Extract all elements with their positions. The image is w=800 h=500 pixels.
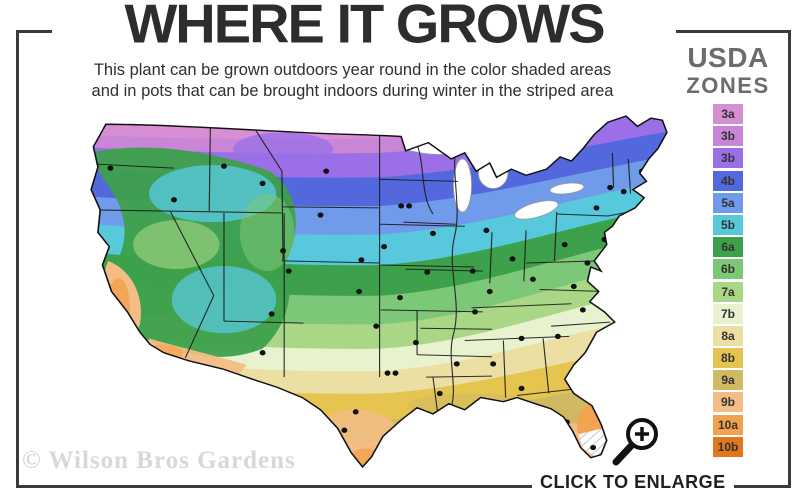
legend-swatch-label: 5b [720,217,735,232]
city-dot [107,165,114,171]
legend-swatch-3a-0: 3a [713,104,743,124]
city-dot [424,269,431,275]
legend-swatch-label: 6a [721,240,735,255]
legend-swatch-label: 3b [720,129,735,144]
city-dot [453,361,460,367]
subtitle-line-2: and in pots that can be brought indoors … [91,82,614,100]
usda-zone-map[interactable] [40,110,676,472]
city-dot [280,248,286,254]
city-dot [561,241,568,248]
legend-swatch-8a-10: 8a [713,325,743,346]
legend-swatch-8b-11: 8b [713,348,743,369]
legend-swatch-label: 8b [720,351,735,366]
city-dot [579,307,586,313]
city-dot [259,350,266,356]
legend-swatch-label: 5a [721,195,735,210]
legend-swatch-label: 9a [721,373,735,388]
city-dot [620,188,627,195]
zone-legend: 3a 3b 3b 4b 5a 5b 6a 6b 7a 7b 8a 8b 9a 9b 10a 10b [713,104,743,459]
click-to-enlarge-button[interactable]: CLICK TO ENLARGE [532,472,734,493]
city-dot [172,357,179,363]
city-dot [490,361,497,367]
city-dot [384,370,391,376]
city-dot [356,288,363,295]
city-dot [518,335,525,342]
city-dot [436,390,443,397]
city-dot [584,260,591,266]
city-dot [259,180,266,187]
city-dot [268,311,275,317]
watermark: © Wilson Bros Gardens [22,447,296,474]
city-dot [171,197,177,203]
city-dot [518,385,525,392]
legend-swatch-9b-13: 9b [713,392,743,413]
legend-swatch-label: 8a [721,328,735,343]
legend-swatch-6a-6: 6a [713,237,743,258]
city-dot [624,213,631,219]
city-dot [397,294,403,301]
city-dot [358,257,365,263]
legend-swatch-label: 7b [720,306,735,321]
legend-swatch-7b-9: 7b [713,303,743,324]
city-dot [593,205,600,211]
city-dot [341,427,348,433]
city-dot [486,288,493,295]
city-dot [285,268,292,274]
subtitle: This plant can be grown outdoors year ro… [45,60,660,102]
zoom-in-icon[interactable] [606,412,664,470]
legend-swatch-label: 3b [720,151,735,166]
us-map-svg [71,115,668,469]
city-dot [509,256,516,262]
city-dot [392,370,399,376]
city-dot [469,268,476,274]
legend-swatch-10a-14: 10a [713,414,743,435]
legend-swatch-5b-5: 5b [713,214,743,235]
city-dot [373,323,380,329]
legend-swatch-3b-2: 3b [713,148,743,169]
city-dot [412,339,419,346]
legend-title-zones: ZONES [686,73,770,98]
city-dot [191,368,198,374]
state-borders [94,127,640,412]
city-dot [570,283,577,290]
legend-swatch-label: 4b [720,173,735,188]
us-outline [90,115,668,469]
city-dot [398,203,405,209]
page-title: WHERE IT GROWS [52,0,676,54]
striped-area-south-florida [578,428,607,457]
city-dot [554,333,561,340]
legend-swatch-5a-4: 5a [713,192,743,213]
legend-swatch-9a-12: 9a [713,370,743,391]
legend-swatch-label: 10b [717,439,739,454]
legend-swatch-label: 10a [717,417,739,432]
subtitle-line-1: This plant can be grown outdoors year ro… [93,61,612,79]
legend-title: USDA ZONES [672,44,784,97]
city-dot [71,154,77,159]
city-dot [529,276,536,282]
legend-swatch-4b-3: 4b [713,170,743,191]
city-dot [381,243,388,250]
legend-swatch-7a-8: 7a [713,281,743,302]
city-dot [323,168,330,174]
legend-swatch-label: 3a [721,107,735,121]
city-dot [483,227,490,233]
city-dot [590,444,597,451]
city-dot [430,230,436,237]
city-dot [607,184,614,191]
city-dot [472,309,478,315]
city-dot [317,212,324,218]
legend-swatch-10b-15: 10b [713,436,743,457]
city-dot [147,356,154,362]
city-dot [221,163,227,169]
legend-title-usda: USDA [687,42,769,73]
legend-swatch-label: 6b [720,262,735,277]
legend-swatch-3b-1: 3b [713,126,743,147]
legend-swatch-label: 7a [721,284,735,299]
city-dot [406,203,413,209]
legend-swatch-6b-7: 6b [713,259,743,280]
city-dot [352,409,359,415]
legend-swatch-label: 9b [720,395,735,410]
